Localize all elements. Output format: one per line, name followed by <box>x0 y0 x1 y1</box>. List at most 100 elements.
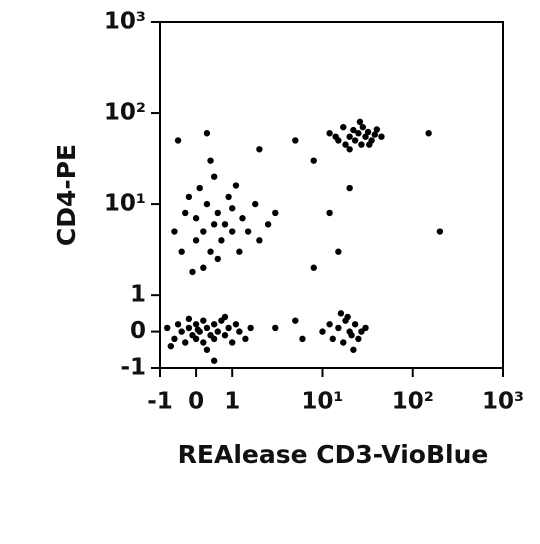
data-point <box>207 248 214 255</box>
y-tick-label: 0 <box>130 318 146 344</box>
data-point <box>436 228 444 235</box>
data-point <box>192 237 200 244</box>
data-point <box>351 137 359 144</box>
data-point <box>292 137 299 144</box>
data-point <box>229 228 236 235</box>
data-point <box>366 141 373 148</box>
data-point <box>371 131 379 138</box>
data-point <box>185 315 193 323</box>
data-point <box>203 130 211 137</box>
data-point <box>221 332 229 339</box>
x-tick-label: 0 <box>188 389 204 415</box>
data-point <box>164 324 171 332</box>
data-point <box>200 264 207 271</box>
data-point <box>350 126 357 134</box>
data-point <box>185 324 193 332</box>
data-point <box>256 237 263 244</box>
data-point <box>167 342 175 350</box>
data-point <box>326 130 333 137</box>
x-axis-title: REAlease CD3-VioBlue <box>178 440 489 469</box>
data-point <box>326 321 333 328</box>
data-point <box>355 130 362 137</box>
x-tick-label: -1 <box>147 389 173 415</box>
data-point <box>203 200 211 208</box>
data-point <box>221 221 229 228</box>
data-point <box>256 146 263 153</box>
data-point <box>203 346 211 353</box>
data-point <box>425 130 432 137</box>
data-point <box>221 313 229 321</box>
plot-frame <box>159 21 504 369</box>
data-point <box>236 248 243 255</box>
data-point <box>182 339 189 346</box>
data-point <box>225 193 232 201</box>
data-point <box>346 184 353 192</box>
data-point <box>203 324 211 332</box>
data-point <box>200 228 207 235</box>
data-point <box>174 137 182 144</box>
data-point <box>189 268 196 276</box>
data-point <box>210 173 218 180</box>
data-point <box>214 255 221 263</box>
data-point <box>225 324 232 332</box>
data-point <box>236 328 243 335</box>
data-point <box>178 248 185 255</box>
y-tick-label: -1 <box>120 355 146 381</box>
data-point <box>358 141 365 148</box>
data-point <box>362 133 369 140</box>
data-point <box>335 248 342 255</box>
data-point <box>264 221 272 228</box>
data-point <box>232 182 240 189</box>
data-point <box>351 321 359 328</box>
data-point <box>247 324 254 332</box>
x-tick-label: 10³ <box>482 389 524 415</box>
data-point <box>178 328 185 335</box>
data-point <box>364 128 372 136</box>
data-point <box>218 237 225 244</box>
data-point <box>292 317 299 324</box>
data-point <box>272 324 279 332</box>
data-point <box>196 184 203 192</box>
data-point <box>229 339 236 346</box>
data-point <box>310 264 317 271</box>
y-tick-label: 10² <box>104 100 146 126</box>
data-point <box>356 118 364 126</box>
data-point <box>378 133 385 140</box>
data-point <box>210 221 218 228</box>
data-point <box>185 193 193 201</box>
data-point <box>359 123 367 131</box>
data-point <box>192 215 200 222</box>
data-point <box>194 326 202 333</box>
data-point <box>362 324 369 332</box>
data-point <box>171 335 178 343</box>
data-point <box>346 133 353 140</box>
data-point <box>207 157 214 164</box>
data-point <box>242 335 249 343</box>
x-tick-label: 1 <box>224 389 240 415</box>
data-point <box>174 321 182 328</box>
data-point <box>340 339 347 346</box>
data-point <box>340 123 347 131</box>
data-point <box>299 335 306 343</box>
x-tick-label: 10¹ <box>301 389 343 415</box>
data-point <box>200 339 207 346</box>
data-point <box>239 215 246 222</box>
data-point <box>210 335 218 343</box>
data-point <box>358 328 365 335</box>
data-point <box>342 141 349 148</box>
y-tick-label: 10¹ <box>104 191 146 217</box>
data-point <box>348 332 355 339</box>
x-tick-label: 10² <box>392 389 434 415</box>
data-point <box>335 324 342 332</box>
data-point <box>229 205 236 212</box>
data-point <box>214 328 221 335</box>
data-point <box>326 209 333 217</box>
data-point <box>329 335 336 343</box>
y-tick-label: 10³ <box>104 9 146 35</box>
data-point <box>182 209 189 217</box>
data-point <box>171 228 178 235</box>
data-point <box>319 328 326 335</box>
data-point <box>337 310 345 317</box>
data-point <box>272 209 279 217</box>
data-point <box>200 317 207 324</box>
